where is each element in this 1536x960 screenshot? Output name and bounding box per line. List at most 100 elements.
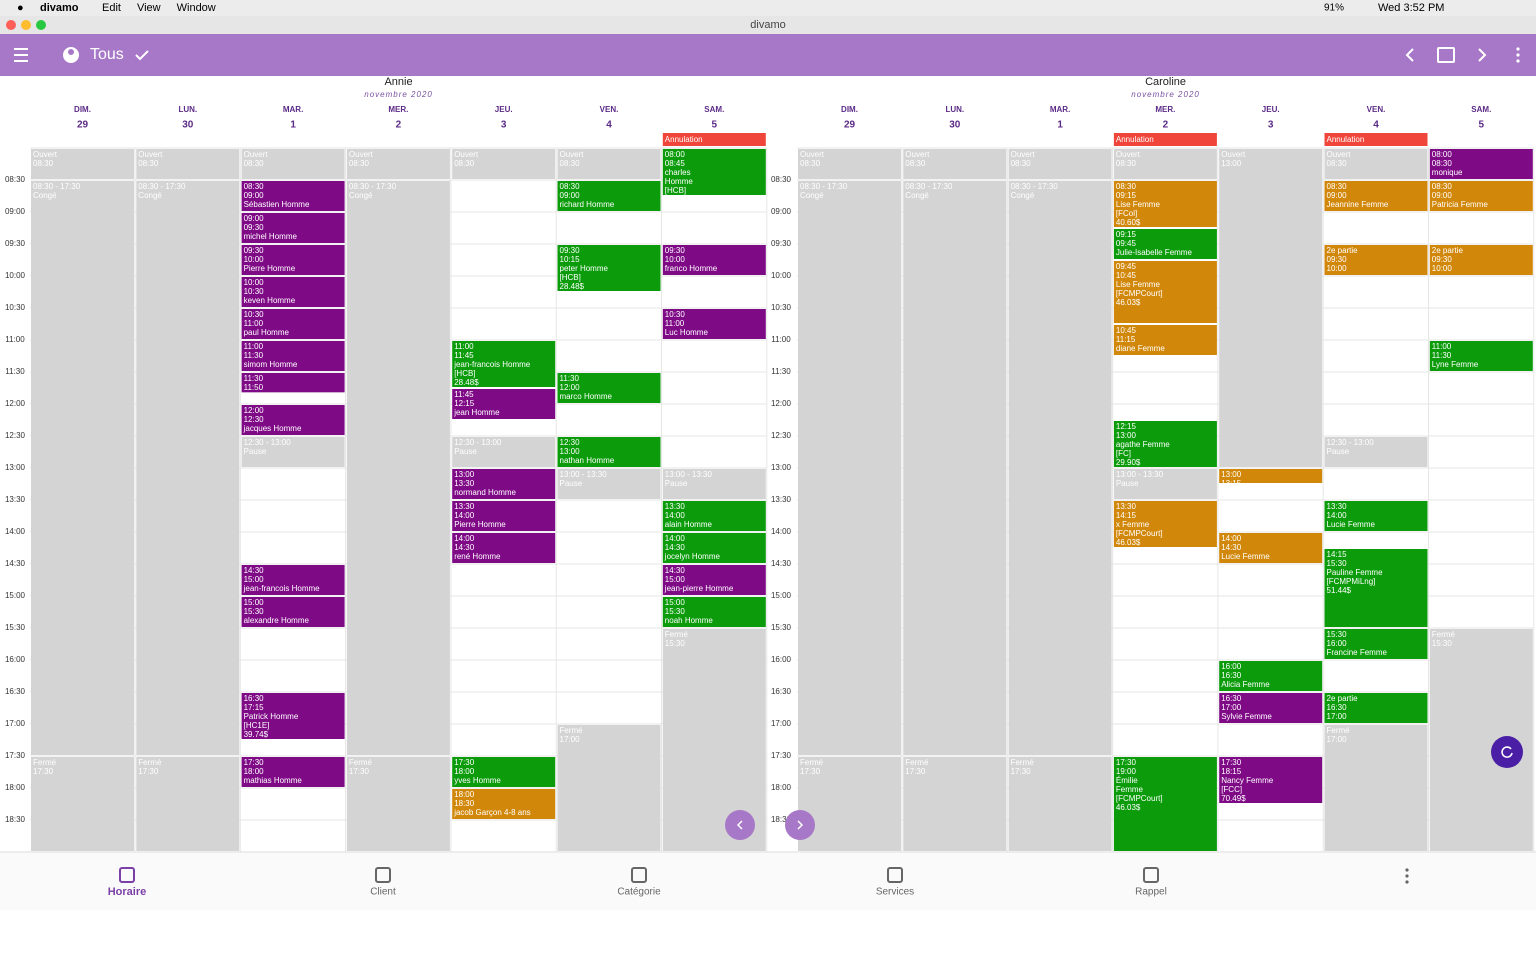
more-button[interactable] [1516, 47, 1520, 63]
appointment[interactable] [557, 437, 661, 467]
menu-item[interactable]: Edit [102, 2, 121, 14]
appointment-text: 46.03$ [1116, 538, 1141, 547]
appointment[interactable] [1113, 261, 1217, 323]
appointment-text: 10:00 [244, 278, 265, 287]
appointment[interactable] [1219, 757, 1323, 803]
nav-label[interactable]: Client [370, 887, 396, 898]
appointment[interactable] [241, 309, 345, 339]
appointment[interactable] [557, 373, 661, 403]
appointment[interactable] [1429, 341, 1533, 371]
scroll-right-button[interactable] [785, 810, 815, 840]
appointment[interactable] [1113, 421, 1217, 467]
apple-menu[interactable]: ● [17, 2, 24, 14]
appointment[interactable] [1113, 501, 1217, 547]
check-icon[interactable] [135, 50, 149, 61]
next-button[interactable] [1478, 48, 1487, 62]
appointment[interactable] [1113, 757, 1217, 851]
day-name: DIM. [74, 105, 91, 114]
menu-item[interactable]: Window [177, 2, 216, 14]
close-button[interactable] [6, 20, 16, 30]
appointment[interactable] [1324, 181, 1428, 211]
appointment-text: 14:00 [1221, 534, 1242, 543]
nav-icon[interactable] [1143, 867, 1159, 883]
nav-label[interactable]: Catégorie [617, 887, 661, 898]
cancel-banner[interactable] [1113, 133, 1217, 146]
appointment[interactable] [662, 245, 766, 275]
appointment[interactable] [241, 405, 345, 435]
appointment[interactable] [557, 181, 661, 211]
nav-label[interactable]: Rappel [1135, 887, 1167, 898]
nav-icon[interactable] [631, 867, 647, 883]
appointment[interactable] [241, 213, 345, 243]
menu-item[interactable]: View [137, 2, 161, 14]
nav-more[interactable] [1405, 868, 1409, 884]
appointment[interactable] [241, 565, 345, 595]
menu-icon[interactable] [14, 48, 28, 62]
appointment[interactable] [241, 341, 345, 371]
prev-button[interactable] [1405, 48, 1414, 62]
appointment[interactable] [1219, 469, 1323, 483]
time-label: 11:30 [5, 367, 25, 376]
break-block-text: Pause [1116, 479, 1139, 488]
cancel-banner[interactable] [1324, 133, 1428, 146]
appointment[interactable] [1324, 245, 1428, 275]
appointment[interactable] [557, 245, 661, 291]
appointment[interactable] [241, 757, 345, 787]
appointment[interactable] [241, 245, 345, 275]
opening-block [1324, 149, 1428, 179]
appointment[interactable] [241, 373, 345, 393]
appointment[interactable] [662, 149, 766, 195]
appointment-text: 13:30 [665, 502, 686, 511]
appointment[interactable] [662, 597, 766, 627]
appointment[interactable] [1324, 549, 1428, 627]
appointment[interactable] [452, 501, 556, 531]
appointment[interactable] [1113, 325, 1217, 355]
appointment[interactable] [452, 469, 556, 499]
filter-label[interactable]: Tous [90, 46, 124, 63]
appointment[interactable] [452, 757, 556, 787]
nav-icon[interactable] [887, 867, 903, 883]
menu-app[interactable]: divamo [40, 2, 79, 14]
break-block-text: Congé [349, 191, 373, 200]
appointment[interactable] [452, 389, 556, 419]
appointment[interactable] [1429, 245, 1533, 275]
appointment[interactable] [241, 181, 345, 211]
scroll-left-button[interactable] [725, 810, 755, 840]
nav-label[interactable]: Services [876, 887, 914, 898]
minimize-button[interactable] [21, 20, 31, 30]
time-label: 11:30 [771, 367, 791, 376]
appointment[interactable] [452, 341, 556, 387]
zoom-button[interactable] [36, 20, 46, 30]
appointment[interactable] [662, 565, 766, 595]
appointment[interactable] [662, 309, 766, 339]
appointment[interactable] [662, 533, 766, 563]
appointment[interactable] [1324, 501, 1428, 531]
cancel-banner[interactable] [662, 133, 766, 146]
appointment[interactable] [1324, 629, 1428, 659]
appointment[interactable] [1324, 693, 1428, 723]
nav-label[interactable]: Horaire [108, 886, 147, 898]
nav-icon[interactable] [119, 867, 135, 883]
appointment[interactable] [241, 597, 345, 627]
appointment[interactable] [452, 533, 556, 563]
appointment[interactable] [241, 693, 345, 739]
appointment[interactable] [1113, 229, 1217, 259]
day-name: LUN. [945, 105, 964, 114]
appointment[interactable] [1429, 181, 1533, 211]
refresh-button[interactable] [1491, 736, 1523, 768]
appointment[interactable] [452, 789, 556, 819]
appointment-text: 16:30 [244, 694, 265, 703]
appointment[interactable] [1219, 661, 1323, 691]
appointment[interactable] [1429, 149, 1533, 179]
appointment-text: [FCMPCourt] [1116, 529, 1163, 538]
appointment-text: Luc Homme [665, 328, 709, 337]
nav-icon[interactable] [375, 867, 391, 883]
appointment[interactable] [1219, 693, 1323, 723]
appointment[interactable] [241, 277, 345, 307]
appointment[interactable] [662, 501, 766, 531]
appointment[interactable] [1113, 181, 1217, 227]
time-label: 14:00 [5, 527, 26, 536]
appointment[interactable] [1219, 533, 1323, 563]
break-block-text: 08:30 - 17:30 [1011, 182, 1059, 191]
calendar-button[interactable] [1437, 47, 1455, 63]
